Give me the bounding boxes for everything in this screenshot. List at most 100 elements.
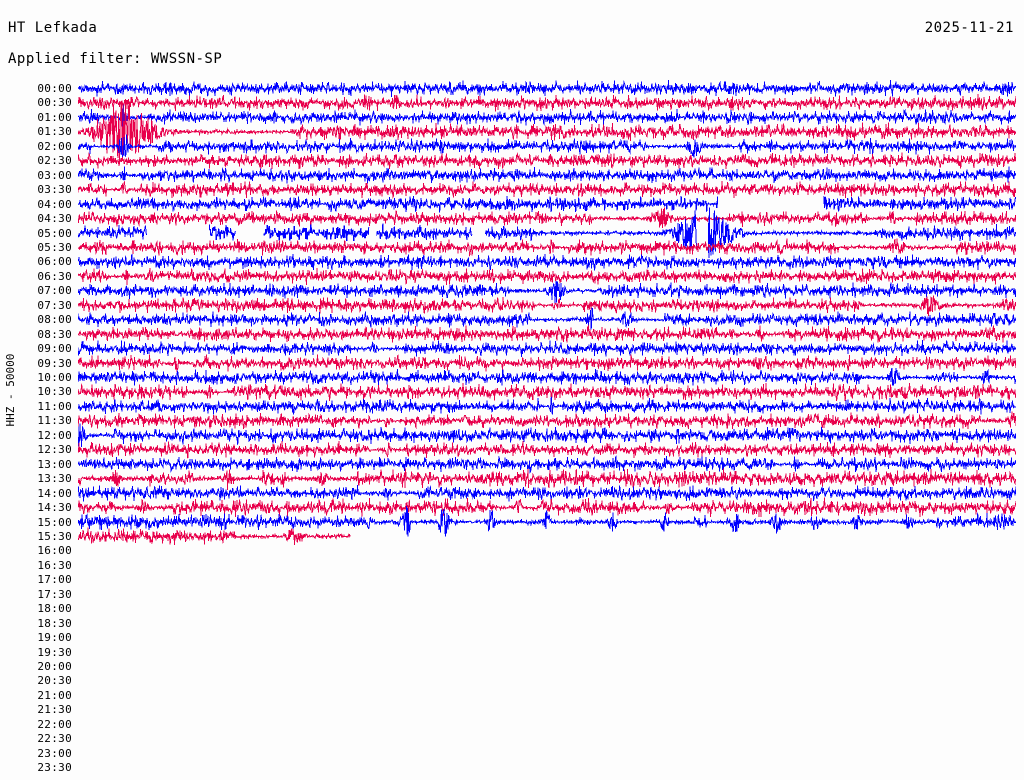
trace-segment (485, 210, 698, 250)
time-tick-1630: 16:30 (37, 558, 72, 572)
trace-row (78, 104, 1016, 131)
trace-row (78, 80, 1016, 97)
trace-segment (78, 382, 1016, 402)
trace-segment (78, 506, 1016, 537)
trace-row (78, 497, 1016, 518)
time-tick-1300: 13:00 (37, 457, 72, 471)
time-tick-0430: 04:30 (37, 212, 72, 226)
trace-row (78, 207, 1016, 259)
trace-segment (78, 80, 1016, 97)
time-tick-0600: 06:00 (37, 255, 72, 269)
trace-segment (78, 396, 1016, 415)
time-tick-2100: 21:00 (37, 688, 72, 702)
time-tick-1030: 10:30 (37, 385, 72, 399)
time-tick-0000: 00:00 (37, 82, 72, 95)
trace-segment (78, 468, 1016, 490)
time-tick-0530: 05:30 (37, 240, 72, 254)
trace-row (78, 195, 1016, 213)
trace-row (78, 411, 1016, 430)
trace-segment (78, 340, 1016, 357)
trace-row (78, 267, 1016, 285)
trace-segment (78, 207, 1016, 229)
time-tick-2200: 22:00 (37, 717, 72, 731)
trace-segment (376, 223, 473, 241)
trace-segment (78, 497, 1016, 518)
time-tick-0200: 02:00 (37, 139, 72, 153)
trace-segment (78, 152, 1016, 170)
trace-segment (823, 196, 1016, 212)
trace-row (78, 382, 1016, 402)
helicorder-plot (78, 80, 1016, 770)
time-tick-1700: 17:00 (37, 573, 72, 587)
trace-row (78, 440, 1016, 459)
time-tick-0330: 03:30 (37, 183, 72, 197)
trace-segment (78, 455, 1016, 474)
applied-filter-label: Applied filter: WWSSN-SP (8, 51, 223, 67)
trace-row (78, 354, 1016, 372)
trace-segment (78, 267, 1016, 285)
trace-row (78, 367, 1016, 386)
trace-segment (78, 527, 351, 545)
time-tick-0830: 08:30 (37, 327, 72, 341)
page-title: HT Lefkada (8, 20, 98, 36)
date-label: 2025-11-21 (924, 20, 1014, 36)
trace-segment (78, 411, 1016, 430)
time-tick-1900: 19:00 (37, 631, 72, 645)
time-tick-0630: 06:30 (37, 269, 72, 283)
time-tick-1500: 15:00 (37, 515, 72, 529)
seismogram-traces (78, 80, 1016, 545)
trace-row (78, 324, 1016, 343)
trace-row (78, 280, 1016, 304)
time-tick-0700: 07:00 (37, 284, 72, 298)
trace-row (78, 423, 1016, 447)
trace-segment (78, 484, 1016, 502)
trace-segment (208, 224, 236, 241)
trace-row (78, 295, 1016, 317)
time-tick-0730: 07:30 (37, 298, 72, 312)
time-tick-2230: 22:30 (37, 732, 72, 746)
time-tick-1430: 14:30 (37, 501, 72, 515)
trace-row (78, 238, 1016, 257)
time-tick-0130: 01:30 (37, 125, 72, 139)
trace-row (78, 340, 1016, 357)
time-tick-0400: 04:00 (37, 197, 72, 211)
trace-segment (707, 207, 1016, 259)
time-tick-2130: 21:30 (37, 703, 72, 717)
time-tick-1130: 11:30 (37, 414, 72, 428)
time-tick-0230: 02:30 (37, 154, 72, 168)
trace-row (78, 253, 1016, 271)
trace-segment (78, 367, 1016, 386)
trace-segment (78, 94, 1016, 112)
trace-segment (78, 423, 1016, 447)
trace-segment (78, 295, 1016, 317)
trace-segment (78, 224, 147, 240)
time-tick-1200: 12:00 (37, 428, 72, 442)
trace-row (78, 134, 1016, 158)
time-tick-1400: 14:00 (37, 486, 72, 500)
trace-row (78, 181, 1016, 199)
time-tick-0030: 00:30 (37, 96, 72, 110)
time-tick-1330: 13:30 (37, 472, 72, 486)
trace-segment (78, 181, 1016, 199)
trace-segment (263, 224, 370, 242)
time-tick-2030: 20:30 (37, 674, 72, 688)
time-tick-0500: 05:00 (37, 226, 72, 240)
trace-segment (78, 195, 719, 213)
trace-segment (78, 253, 1016, 271)
trace-segment (78, 104, 1016, 131)
trace-row (78, 166, 1016, 184)
time-tick-1730: 17:30 (37, 587, 72, 601)
trace-row (78, 455, 1016, 474)
trace-row (78, 527, 351, 545)
trace-segment (78, 440, 1016, 459)
time-tick-1930: 19:30 (37, 645, 72, 659)
trace-segment (78, 100, 1016, 163)
trace-segment (78, 324, 1016, 343)
trace-segment (78, 238, 1016, 257)
time-tick-1100: 11:00 (37, 399, 72, 413)
time-tick-0300: 03:00 (37, 168, 72, 182)
time-tick-1800: 18:00 (37, 602, 72, 616)
trace-row (78, 307, 1016, 330)
time-tick-1530: 15:30 (37, 529, 72, 543)
